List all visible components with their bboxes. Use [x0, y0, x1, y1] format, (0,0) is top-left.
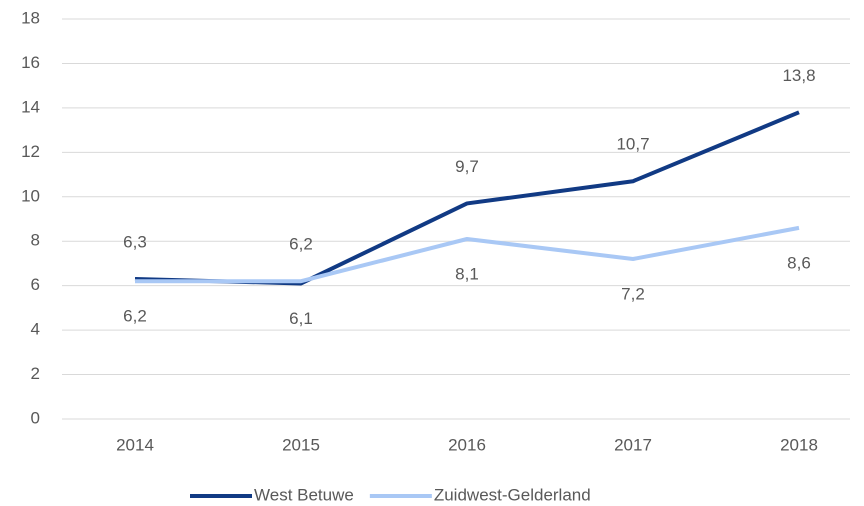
- x-tick-label: 2016: [448, 435, 486, 454]
- y-tick-label: 18: [21, 8, 40, 27]
- y-tick-label: 16: [21, 53, 40, 72]
- y-tick-label: 4: [31, 320, 40, 339]
- x-tick-label: 2014: [116, 435, 154, 454]
- data-label: 10,7: [616, 135, 649, 154]
- data-label: 6,2: [289, 235, 313, 254]
- series-line: [135, 225, 800, 284]
- data-label: 8,1: [455, 264, 479, 283]
- y-tick-label: 8: [31, 231, 40, 250]
- y-tick-label: 12: [21, 142, 40, 161]
- y-tick-label: 2: [31, 364, 40, 383]
- data-label: 6,1: [289, 309, 313, 328]
- y-tick-label: 14: [21, 97, 40, 116]
- y-tick-label: 10: [21, 186, 40, 205]
- y-tick-label: 0: [31, 408, 40, 427]
- series-line: [134, 110, 800, 286]
- x-tick-label: 2017: [614, 435, 652, 454]
- data-label: 8,6: [787, 253, 811, 272]
- legend-label: West Betuwe: [254, 485, 354, 504]
- data-label: 6,2: [123, 307, 147, 326]
- data-label: 6,3: [123, 232, 147, 251]
- legend-label: Zuidwest-Gelderland: [434, 485, 591, 504]
- y-tick-label: 6: [31, 275, 40, 294]
- data-label: 7,2: [621, 284, 645, 303]
- data-label: 9,7: [455, 157, 479, 176]
- x-tick-label: 2018: [780, 435, 818, 454]
- data-label: 13,8: [782, 66, 815, 85]
- x-tick-label: 2015: [282, 435, 320, 454]
